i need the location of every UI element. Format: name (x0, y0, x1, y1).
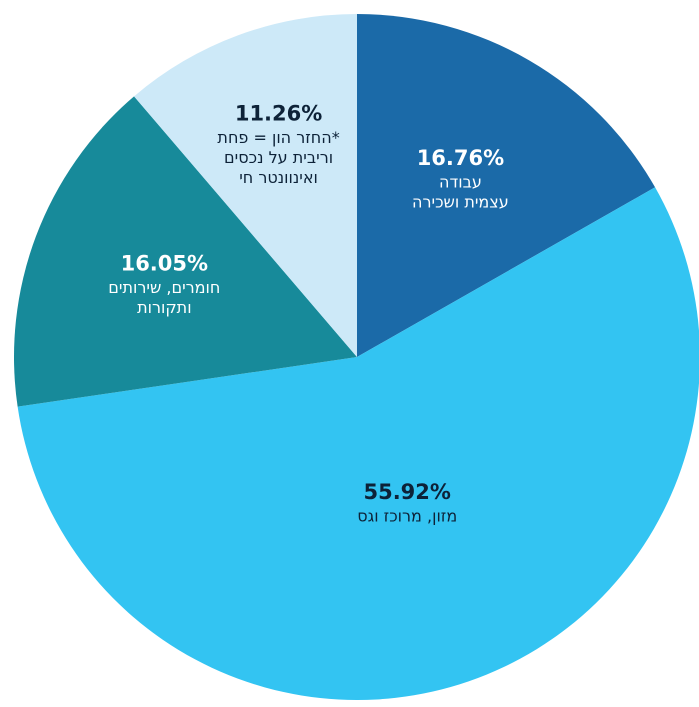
slice-label: ואינוונטר חי (239, 168, 318, 187)
slice-label: עצמית ושכירה (412, 193, 509, 212)
slice-label: חומרים, שירותים (108, 278, 220, 297)
value-label: 11.26% (235, 102, 322, 126)
slice-label: וריבית על נכסים (224, 148, 333, 167)
pie-slice (134, 14, 357, 357)
slice-label: ותקורות (137, 298, 192, 317)
value-label: 16.76% (417, 146, 504, 170)
slice-label: החזר הון = פחת* (217, 128, 339, 147)
slice-label: מזון, מרוכז וגס (357, 506, 457, 525)
pie-slice (14, 96, 358, 407)
slice-label: עבודה (439, 173, 482, 192)
pie-slice (357, 14, 656, 357)
pie-slice (17, 187, 699, 700)
value-label: 16.05% (121, 252, 208, 276)
value-label: 55.92% (363, 480, 450, 504)
